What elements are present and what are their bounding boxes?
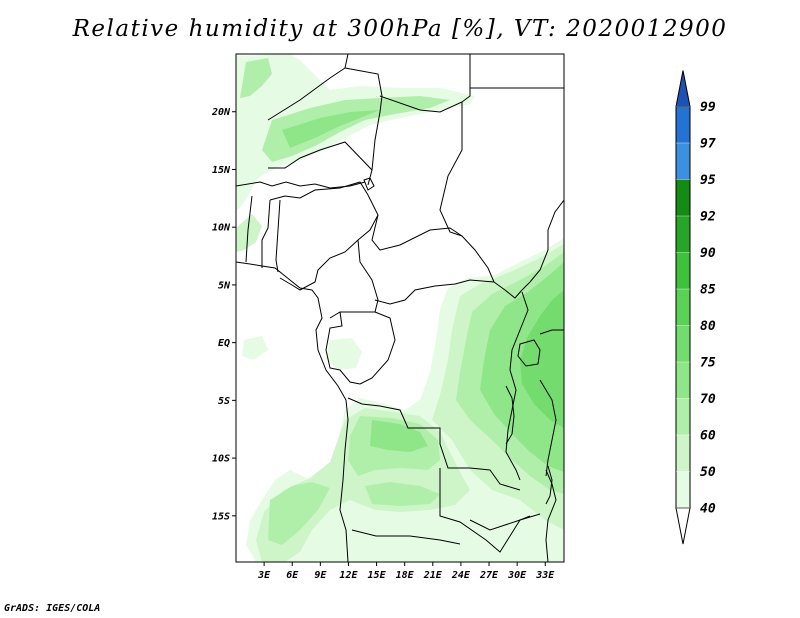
colorbar-lower-arrow xyxy=(675,507,691,545)
boundary-drc-east xyxy=(505,291,529,481)
boundary-malawi xyxy=(545,469,557,562)
colorbar-segment xyxy=(676,362,690,399)
boundary-benin-nigeria xyxy=(275,199,281,273)
colorbar-label: 97 xyxy=(700,137,716,152)
boundary-mali-algeria xyxy=(267,54,349,121)
lon-tick-label: 27E xyxy=(479,570,499,581)
humidity-south-l3b xyxy=(365,482,440,506)
lat-tick-label: EQ xyxy=(218,338,230,349)
humidity-shading xyxy=(236,54,564,562)
humidity-west-patch xyxy=(236,214,262,252)
lon-tick-label: 18E xyxy=(396,570,415,581)
lat-tick-label: 5N xyxy=(218,280,231,291)
lon-tick-label: 24E xyxy=(451,570,471,581)
boundary-zambia-south xyxy=(469,513,541,531)
boundary-kenya xyxy=(539,329,564,335)
boundary-car-south xyxy=(374,279,495,305)
humidity-band-north-inner xyxy=(282,110,380,148)
colorbar-segment xyxy=(676,143,690,180)
colorbar-segment xyxy=(676,106,690,143)
colorbar-segment xyxy=(676,289,690,326)
boundary-angola-namibia xyxy=(351,529,461,545)
colorbar-label: 85 xyxy=(700,283,716,298)
country-boundaries xyxy=(236,54,564,562)
colorbar-label: 95 xyxy=(700,173,716,188)
lake-chad xyxy=(363,177,375,191)
colorbar-segment xyxy=(676,252,690,289)
colorbar-label: 70 xyxy=(700,392,716,407)
colorbar-segment xyxy=(676,435,690,472)
boundary-cameroon xyxy=(329,239,379,319)
colorbar-label: 40 xyxy=(700,502,716,517)
boundary-sudan-ethiopia xyxy=(521,199,564,291)
colorbar-segment xyxy=(676,216,690,253)
coastline-west xyxy=(236,261,349,562)
humidity-band-north xyxy=(236,54,475,210)
boundary-congo-drc xyxy=(359,311,396,385)
lon-tick-label: 15E xyxy=(368,570,387,581)
humidity-atlantic-patch xyxy=(242,336,268,360)
boundary-burkina xyxy=(236,181,366,189)
longitude-axis: 3E 6E 9E 12E 15E 18E 21E 24E 27E 30E 33E xyxy=(257,562,555,581)
map-frame xyxy=(235,53,565,563)
colorbar-label: 75 xyxy=(700,356,716,371)
colorbar-segment xyxy=(676,179,690,216)
humidity-band-north-core xyxy=(240,58,272,98)
colorbar-label: 92 xyxy=(700,210,716,225)
lon-tick-label: 3E xyxy=(257,570,271,581)
lat-tick-label: 5S xyxy=(218,396,230,407)
latitude-axis: 20N 15N 10N 5N EQ 5S 10S 15S xyxy=(211,107,236,522)
boundary-chad-car xyxy=(371,214,495,283)
colorbar-label: 90 xyxy=(700,246,716,261)
boundary-benin-togo xyxy=(261,199,271,268)
colorbar-segment xyxy=(676,325,690,362)
humidity-gabon-patch xyxy=(326,338,362,370)
lat-tick-label: 20N xyxy=(211,107,231,118)
boundary-ghana xyxy=(245,195,253,263)
boundary-niger-chad xyxy=(379,54,471,113)
lake-victoria xyxy=(517,339,541,367)
humidity-south-l4 xyxy=(370,420,428,452)
boundary-chad-sudan xyxy=(439,102,463,237)
lon-tick-label: 12E xyxy=(339,570,358,581)
lon-tick-label: 6E xyxy=(286,570,299,581)
humidity-east-l5 xyxy=(520,290,564,428)
boundary-mali-niger xyxy=(268,141,373,171)
lat-tick-label: 15N xyxy=(212,165,231,176)
boundary-drc-angola xyxy=(347,397,521,491)
boundary-congo-gabon xyxy=(325,311,361,385)
lake-tanganyika xyxy=(505,385,515,445)
lake-malawi xyxy=(545,465,553,505)
humidity-band-north-mid xyxy=(262,96,450,162)
map-title: Relative humidity at 300hPa [%], VT: 202… xyxy=(72,16,728,42)
footer-credit: GrADS: IGES/COLA xyxy=(4,603,101,614)
lon-tick-label: 21E xyxy=(423,570,443,581)
colorbar-upper-arrow xyxy=(675,70,691,107)
lon-tick-label: 30E xyxy=(507,570,527,581)
lon-tick-label: 9E xyxy=(314,570,327,581)
boundary-south-sudan xyxy=(493,281,523,299)
colorbar-segment xyxy=(676,471,690,508)
colorbar-label: 99 xyxy=(700,100,716,115)
colorbar-segment xyxy=(676,398,690,435)
lon-tick-label: 33E xyxy=(535,570,555,581)
colorbar: 40 50 60 70 75 80 85 90 92 95 97 99 xyxy=(675,70,716,545)
humidity-south-l3c xyxy=(268,482,330,545)
boundary-nigeria xyxy=(269,181,379,291)
lat-tick-label: 15S xyxy=(212,511,230,522)
lat-tick-label: 10N xyxy=(212,223,231,234)
colorbar-label: 50 xyxy=(700,465,716,480)
colorbar-label: 60 xyxy=(700,429,716,444)
lat-tick-label: 10S xyxy=(212,454,230,465)
colorbar-label: 80 xyxy=(700,319,716,334)
boundary-tanzania xyxy=(539,379,557,477)
